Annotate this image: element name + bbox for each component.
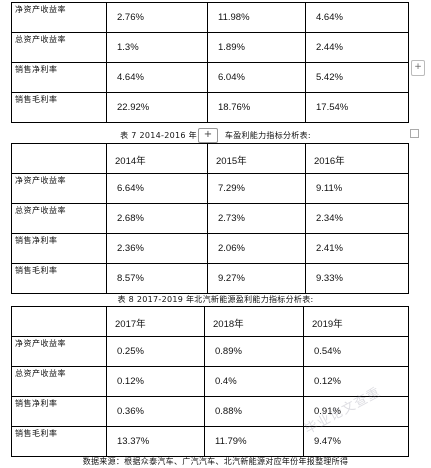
table-row: 销售净利率 2.36% 2.06% 2.41% [11,233,409,264]
table-row: 销售毛利率 8.57% 9.27% 9.33% [11,263,409,294]
table-header-row: 2017年 2018年 2019年 [11,306,409,337]
table-cell: 2.41% [305,233,409,264]
table-row: 净资产收益率 0.25% 0.89% 0.54% [11,336,409,367]
column-header: 2019年 [303,306,409,337]
column-header: 2016年 [305,143,409,174]
table-cell: 1.89% [207,32,306,63]
table-cell: 13.37% [106,426,205,457]
table-row: 净资产收益率 2.76% 11.98% 4.64% [11,2,409,33]
table-cell: 2.34% [305,203,409,234]
column-header: 2015年 [207,143,306,174]
table-cell: 2.06% [207,233,306,264]
table-cell: 9.47% [303,426,409,457]
table-cell: 17.54% [305,92,409,123]
table-cell: 9.11% [305,173,409,204]
table-cell: 2.44% [305,32,409,63]
table-7-caption: 表 7 2014-2016 年 车盈利能力指标分析表: [0,130,431,141]
table-cell: 22.92% [106,92,208,123]
row-label: 总资产收益率 [11,203,107,234]
table-row: 销售毛利率 22.92% 18.76% 17.54% [11,92,409,123]
table-cell: 8.57% [106,263,208,294]
table-row: 销售净利率 0.36% 0.88% 0.91% [11,396,409,427]
row-label: 净资产收益率 [11,173,107,204]
table-cell: 0.89% [204,336,304,367]
table-cell: 18.76% [207,92,306,123]
column-header: 2017年 [106,306,205,337]
table-7-caption-left: 表 7 2014-2016 年 [120,131,197,140]
row-label: 总资产收益率 [11,366,107,397]
row-label: 销售毛利率 [11,263,107,294]
table-7-caption-right: 车盈利能力指标分析表: [224,131,311,140]
row-label: 净资产收益率 [11,336,107,367]
row-label: 销售净利率 [11,233,107,264]
table-cell: 9.33% [305,263,409,294]
table-cell: 11.98% [207,2,306,33]
row-label: 销售净利率 [11,396,107,427]
table-cell: 0.12% [303,366,409,397]
table-8-caption: 表 8 2017-2019 年北汽新能源盈利能力指标分析表: [117,295,314,304]
header-blank [11,143,107,174]
table-header-row: 2014年 2015年 2016年 [11,143,409,174]
table-cell: 0.12% [106,366,205,397]
row-label: 净资产收益率 [11,2,107,33]
table-cell: 0.4% [204,366,304,397]
table-cell: 0.54% [303,336,409,367]
table-cell: 0.36% [106,396,205,427]
table-cell: 0.88% [204,396,304,427]
table-row: 总资产收益率 0.12% 0.4% 0.12% [11,366,409,397]
insert-row-button[interactable]: + [198,128,218,143]
row-label: 销售毛利率 [11,426,107,457]
table-cell: 4.64% [305,2,409,33]
column-header: 2018年 [204,306,304,337]
table-row: 总资产收益率 1.3% 1.89% 2.44% [11,32,409,63]
table-7: 2014年 2015年 2016年 净资产收益率 6.64% 7.29% 9.1… [11,143,409,294]
table-cell: 0.25% [106,336,205,367]
header-blank [11,306,107,337]
table-cell: 9.27% [207,263,306,294]
row-label: 销售净利率 [11,62,107,93]
table-row: 净资产收益率 6.64% 7.29% 9.11% [11,173,409,204]
table-cell: 5.42% [305,62,409,93]
row-label: 总资产收益率 [11,32,107,63]
table-row: 销售毛利率 13.37% 11.79% 9.47% [11,426,409,457]
table-6: 净资产收益率 2.76% 11.98% 4.64% 总资产收益率 1.3% 1.… [11,2,409,123]
row-label: 销售毛利率 [11,92,107,123]
table-resize-handle[interactable] [410,129,419,138]
table-cell: 1.3% [106,32,208,63]
table-cell: 11.79% [204,426,304,457]
table-cell: 7.29% [207,173,306,204]
table-cell: 4.64% [106,62,208,93]
column-header: 2014年 [106,143,208,174]
table-row: 销售净利率 4.64% 6.04% 5.42% [11,62,409,93]
table-8: 2017年 2018年 2019年 净资产收益率 0.25% 0.89% 0.5… [11,306,409,457]
table-cell: 2.76% [106,2,208,33]
table-cell: 6.04% [207,62,306,93]
table-cell: 2.73% [207,203,306,234]
table-row: 总资产收益率 2.68% 2.73% 2.34% [11,203,409,234]
insert-column-button[interactable]: + [411,60,425,76]
table-cell: 2.36% [106,233,208,264]
data-source-note: 数据来源：根据众泰汽车、广汽汽车、北汽新能源对应年份年报整理所得 [82,457,349,466]
table-cell: 2.68% [106,203,208,234]
table-cell: 6.64% [106,173,208,204]
